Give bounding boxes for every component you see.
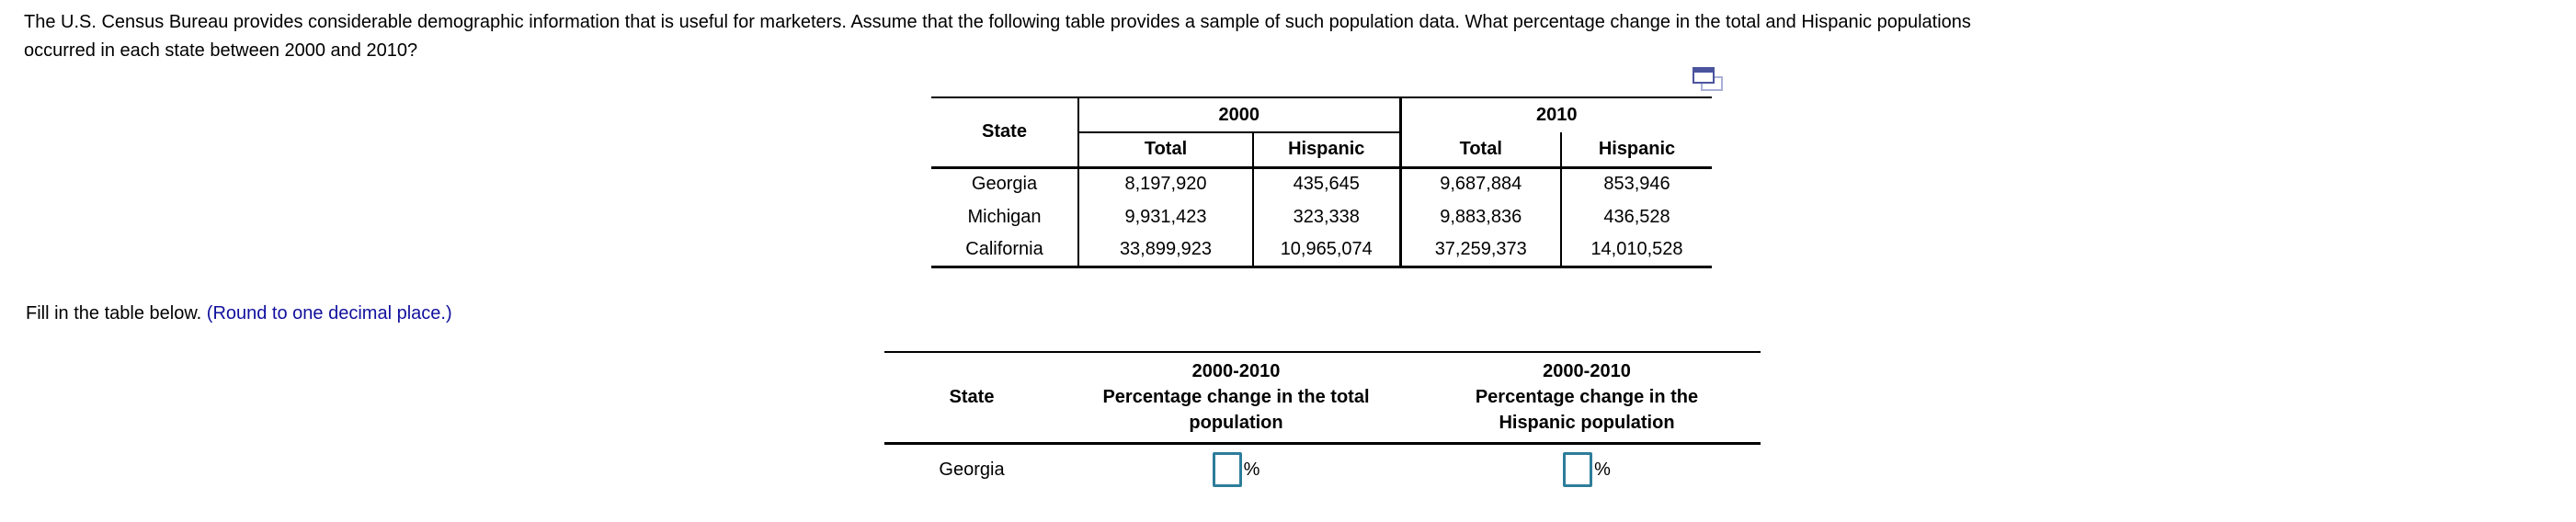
total-2000-cell: 8,197,920 [1078,167,1254,200]
column-header-hispanic-2000: Hispanic [1253,132,1402,169]
table-row-california: California 33,899,923 10,965,074 37,259,… [931,233,1712,268]
total-change-cell: % [1059,443,1413,495]
question-text-line1: The U.S. Census Bureau provides consider… [24,12,1971,32]
answer-column-header-state: State [884,351,1059,445]
population-data-table: State 2000 2010 Total Hispanic Total His… [931,96,1712,268]
state-cell: Michigan [931,200,1079,233]
state-cell: California [931,233,1079,268]
table-row-georgia: Georgia 8,197,920 435,645 9,687,884 853,… [931,167,1712,200]
total-2010-cell: 37,259,373 [1400,233,1562,268]
hispanic-2010-cell: 14,010,528 [1561,233,1712,268]
fill-instruction-text: Fill in the table below. [26,303,207,323]
question-text-line2: occurred in each state between 2000 and … [24,40,418,61]
hispanic-2010-cell: 436,528 [1603,206,1670,227]
column-header-total-2010: Total [1400,132,1562,169]
table-row-michigan: Michigan 9,931,423 323,338 9,883,836 436… [931,200,1712,233]
answer-column-header-hispanic-change: 2000-2010 Percentage change in the Hispa… [1413,351,1761,445]
column-group-2000: 2000 [1078,96,1402,133]
hispanic-change-cell: % [1413,443,1761,495]
popout-window-icon[interactable] [1693,67,1727,97]
question-text: The U.S. Census Bureau provides consider… [24,8,2570,65]
popout-icon-front-window [1693,67,1715,84]
state-cell: Georgia [931,167,1079,200]
column-header-state: State [931,96,1079,169]
answer-row-georgia: Georgia % % [884,443,1761,495]
total-2000-cell: 9,931,423 [1078,200,1254,233]
hispanic-2000-cell: 435,645 [1253,167,1402,200]
column-group-2010: 2010 [1400,96,1712,132]
georgia-hispanic-change-input[interactable] [1563,452,1593,488]
percent-sign: % [1243,459,1260,480]
total-2000-cell: 33,899,923 [1078,233,1254,268]
rounding-instruction-text: (Round to one decimal place.) [206,303,452,323]
percent-sign: % [1594,459,1611,480]
hispanic-2000-cell: 10,965,074 [1253,233,1402,268]
answer-table: State 2000-2010 Percentage change in the… [884,351,1761,495]
answer-column-header-total-change: 2000-2010 Percentage change in the total… [1059,351,1413,445]
fill-instruction: Fill in the table below. (Round to one d… [26,303,452,324]
column-header-total-2000: Total [1078,132,1254,169]
total-2010-cell: 9,883,836 [1400,200,1562,233]
hispanic-2000-cell: 323,338 [1253,200,1402,233]
total-2010-cell: 9,687,884 [1400,167,1562,200]
hispanic-2010-cell: 853,946 [1603,174,1670,195]
answer-state-cell: Georgia [939,459,1005,480]
column-header-hispanic-2010: Hispanic [1561,132,1712,169]
georgia-total-change-input[interactable] [1212,452,1242,488]
